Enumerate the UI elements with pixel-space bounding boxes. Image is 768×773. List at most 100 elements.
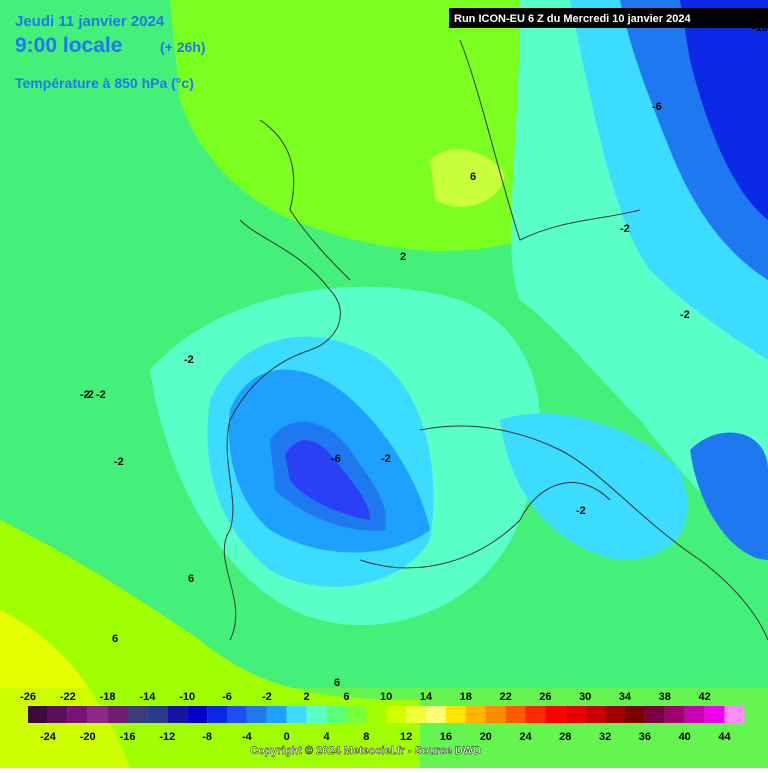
contour-label: 6 [188, 573, 194, 585]
colorbar-label: 0 [284, 731, 290, 743]
colorbar-swatch [664, 706, 685, 723]
colorbar-swatch [207, 706, 227, 723]
colorbar-swatch [147, 706, 168, 723]
contour-label: 6 [470, 171, 476, 183]
cold-zone [690, 432, 768, 560]
coastline [223, 39, 768, 641]
contour-label: -2 [620, 223, 630, 235]
colorbar-label: 14 [420, 691, 433, 703]
colorbar-label: 12 [400, 731, 412, 743]
colorbar-swatch [67, 706, 88, 723]
colorbar-label: 16 [440, 731, 452, 743]
colorbar-swatch [227, 706, 247, 723]
colorbar-swatch [28, 706, 48, 723]
colorbar-label: 20 [480, 731, 492, 743]
colorbar-label: 8 [363, 731, 369, 743]
warm-zone [430, 149, 505, 207]
colorbar-label: -20 [80, 731, 96, 743]
contour-label: -2 [96, 389, 106, 401]
colorbar-label: -10 [179, 691, 195, 703]
colorbar-label: -26 [20, 691, 36, 703]
colorbar-swatch [525, 706, 546, 723]
colorbar-swatch [167, 706, 188, 723]
coastline [459, 39, 641, 241]
colorbar-label: -6 [222, 691, 232, 703]
colorbar-swatch [565, 706, 586, 723]
colorbar-label: 32 [599, 731, 611, 743]
colorbar-swatch [187, 706, 208, 723]
colorbar-swatch [605, 706, 625, 723]
cold-zone [500, 413, 688, 560]
colorbar-label: -2 [262, 691, 272, 703]
colorbar-swatch [684, 706, 705, 723]
colorbar-label: -18 [100, 691, 116, 703]
colorbar-label: -24 [40, 731, 57, 743]
colorbar-swatch [724, 706, 745, 723]
coastline [419, 425, 768, 641]
contour-label: -2 [80, 389, 90, 401]
colorbar-label: 10 [380, 691, 392, 703]
colorbar-swatch [386, 706, 407, 723]
colorbar-swatch [346, 706, 367, 723]
colorbar-label: -22 [60, 691, 76, 703]
colorbar-swatch [545, 706, 566, 723]
contour-label: -2 [114, 456, 124, 468]
colorbar-label: -14 [139, 691, 156, 703]
contour-label: 6 [112, 633, 118, 645]
colorbar-swatch [426, 706, 446, 723]
contour-label: -2 [184, 354, 194, 366]
contour-label: 6 [334, 677, 340, 689]
contour-label: -10 [752, 22, 768, 34]
cold-zone [285, 440, 370, 520]
colorbar-label: 40 [679, 731, 691, 743]
warm-zone [0, 610, 130, 768]
contour-label: -2 [84, 389, 94, 401]
colorbar-label: 6 [343, 691, 349, 703]
run-box [449, 8, 768, 28]
coastline [359, 482, 611, 569]
colorbar-label: -16 [120, 731, 136, 743]
colorbar-swatch [306, 706, 327, 723]
colorbar-swatch [47, 706, 68, 723]
contour-label: 2 [400, 251, 406, 263]
colorbar-label: 44 [718, 731, 731, 743]
colorbar-label: -4 [242, 731, 253, 743]
colorbar-swatch [465, 706, 486, 723]
colorbar-swatch [286, 706, 307, 723]
date: Jeudi 11 janvier 2024 [15, 13, 165, 30]
colorbar-swatch [505, 706, 526, 723]
colorbar-swatch [485, 706, 506, 723]
colorbar-label: 18 [460, 691, 472, 703]
colorbar-swatch [445, 706, 466, 723]
colorbar-label: 42 [698, 691, 710, 703]
colorbar-label: 22 [499, 691, 511, 703]
colorbar-swatch [266, 706, 287, 723]
colorbar-label: 28 [559, 731, 571, 743]
run-info: Run ICON-EU 6 Z du Mercredi 10 janvier 2… [454, 13, 691, 25]
contour-label: -6 [331, 453, 341, 465]
colorbar-label: -8 [202, 731, 212, 743]
copyright: Copyright © 2024 Meteociel.fr - Source D… [250, 745, 481, 757]
colorbar-swatch [107, 706, 128, 723]
colorbar-label: 24 [519, 731, 532, 743]
colorbar-swatch [406, 706, 426, 723]
valid-time: 9:00 locale [15, 34, 122, 57]
colorbar-label: 38 [659, 691, 671, 703]
contour-label: -2 [576, 505, 586, 517]
colorbar-label: 30 [579, 691, 591, 703]
colorbar-swatch [246, 706, 267, 723]
contour-label: -6 [652, 101, 662, 113]
colorbar-swatch [366, 706, 387, 723]
cold-zone [680, 0, 768, 220]
colorbar-label: 36 [639, 731, 651, 743]
colorbar-swatch [704, 706, 725, 723]
colorbar-swatch [644, 706, 665, 723]
colorbar-label: 2 [304, 691, 310, 703]
colorbar-label: 34 [619, 691, 632, 703]
lead-time: (+ 26h) [160, 39, 206, 55]
colorbar-swatch [87, 706, 108, 723]
colorbar-swatch [127, 706, 148, 723]
coastline [223, 219, 341, 641]
colorbar-swatch [326, 706, 347, 723]
